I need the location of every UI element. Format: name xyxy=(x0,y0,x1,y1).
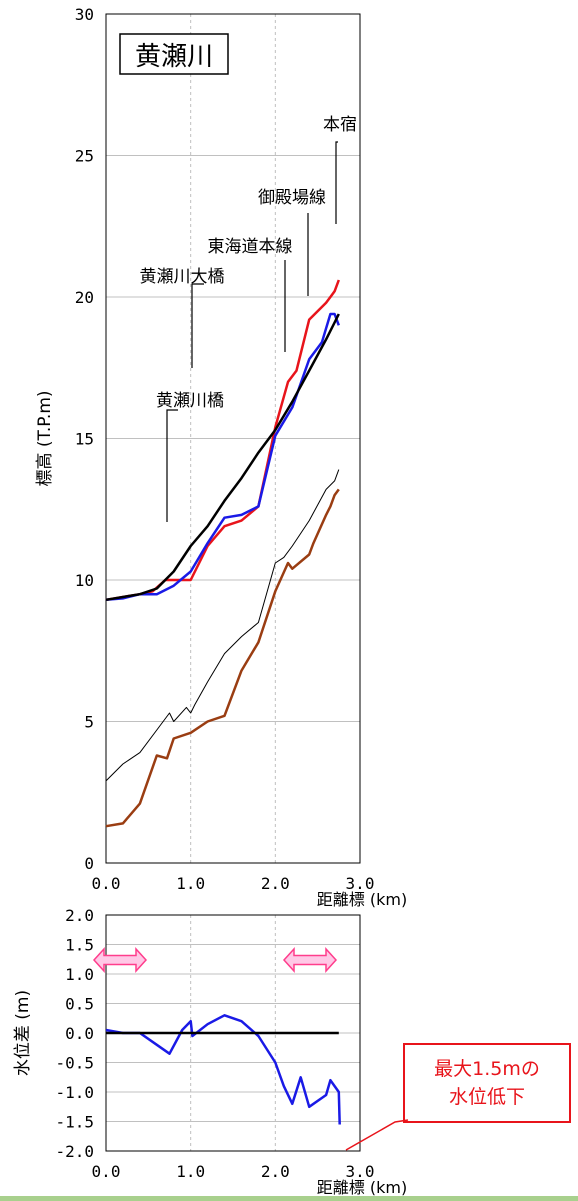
x-axis-label: 距離標 (km) xyxy=(317,1178,407,1197)
series-line-blue xyxy=(105,312,340,602)
series-line-blue xyxy=(105,1014,341,1125)
bottom-strip xyxy=(0,1196,578,1201)
title-box xyxy=(119,33,229,75)
annotation-label: 黄瀬川大橋 xyxy=(140,267,225,287)
series-line-black xyxy=(105,313,340,602)
series-line-brown xyxy=(105,488,340,828)
range-arrow-right xyxy=(282,947,338,973)
y-tick-label: 10 xyxy=(75,571,94,590)
x-tick-label: 2.0 xyxy=(261,874,290,893)
x-tick-label: 3.0 xyxy=(346,874,375,893)
x-tick-label: 3.0 xyxy=(346,1162,375,1181)
range-arrow-left xyxy=(92,947,148,973)
callout-box xyxy=(403,1043,571,1123)
annotation-leader xyxy=(166,409,178,522)
callout-text: 最大1.5mの xyxy=(434,1058,540,1080)
x-tick-label: 0.0 xyxy=(92,874,121,893)
y-tick-label: 1.5 xyxy=(65,936,94,955)
y-tick-label: 0 xyxy=(84,854,94,873)
y-tick-label: 25 xyxy=(75,147,94,166)
y-tick-label: 1.0 xyxy=(65,965,94,984)
callout-text: 水位低下 xyxy=(449,1086,525,1108)
y-tick-label: 30 xyxy=(75,5,94,24)
annotation-label: 本宿 xyxy=(323,115,357,135)
annotation-label: 御殿場線 xyxy=(258,188,326,208)
series-line-red xyxy=(105,279,340,602)
y-tick-label: -1.5 xyxy=(55,1113,94,1132)
annotation-label: 東海道本線 xyxy=(208,237,293,257)
x-tick-label: 1.0 xyxy=(176,1162,205,1181)
y-tick-label: 15 xyxy=(75,430,94,449)
y-tick-label: 0.5 xyxy=(65,995,94,1014)
x-axis-label: 距離標 (km) xyxy=(317,890,407,909)
series-line-black_thin xyxy=(105,469,340,782)
annotation-label: 黄瀬川橋 xyxy=(156,391,224,411)
x-tick-label: 1.0 xyxy=(176,874,205,893)
y-axis-label: 水位差 (m) xyxy=(13,990,33,1076)
y-tick-label: -1.0 xyxy=(55,1083,94,1102)
y-tick-label: -2.0 xyxy=(55,1142,94,1161)
plot-frame xyxy=(105,13,361,864)
x-tick-label: 2.0 xyxy=(261,1162,290,1181)
chart-title: 黄瀬川 xyxy=(135,42,213,72)
annotation-leader xyxy=(335,141,338,224)
annotation-leader xyxy=(191,283,204,368)
y-tick-label: -0.5 xyxy=(55,1054,94,1073)
y-tick-label: 20 xyxy=(75,288,94,307)
y-tick-label: 2.0 xyxy=(65,906,94,925)
y-axis-label: 標高 (T.P.m) xyxy=(35,390,55,486)
callout-pointer xyxy=(345,1119,409,1151)
y-tick-label: 5 xyxy=(84,713,94,732)
y-tick-label: 0.0 xyxy=(65,1024,94,1043)
x-tick-label: 0.0 xyxy=(92,1162,121,1181)
